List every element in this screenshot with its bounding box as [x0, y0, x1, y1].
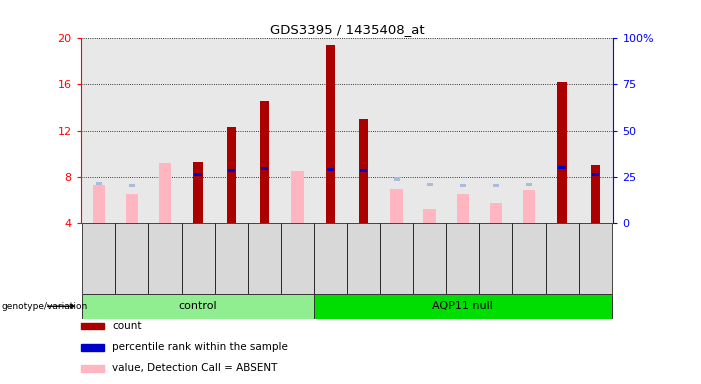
Bar: [193, 162, 203, 223]
FancyBboxPatch shape: [314, 223, 347, 294]
Bar: [592, 173, 599, 176]
Bar: [456, 194, 469, 223]
FancyBboxPatch shape: [247, 223, 281, 294]
FancyBboxPatch shape: [578, 223, 612, 294]
Bar: [158, 163, 171, 223]
Bar: [423, 209, 436, 223]
FancyBboxPatch shape: [413, 223, 447, 294]
FancyBboxPatch shape: [182, 223, 215, 294]
Text: value, Detection Call = ABSENT: value, Detection Call = ABSENT: [112, 363, 278, 373]
Bar: [93, 185, 105, 223]
Bar: [226, 127, 236, 223]
FancyBboxPatch shape: [380, 223, 413, 294]
Bar: [427, 183, 433, 186]
FancyBboxPatch shape: [281, 223, 314, 294]
FancyBboxPatch shape: [116, 223, 149, 294]
Bar: [493, 184, 499, 187]
Bar: [390, 189, 403, 223]
Bar: [523, 190, 536, 223]
Bar: [360, 169, 367, 172]
FancyBboxPatch shape: [479, 223, 512, 294]
FancyBboxPatch shape: [512, 223, 545, 294]
Bar: [590, 165, 600, 223]
Bar: [82, 294, 314, 319]
FancyBboxPatch shape: [215, 223, 247, 294]
Bar: [259, 101, 269, 223]
Text: AQP11 null: AQP11 null: [433, 301, 494, 311]
Bar: [559, 166, 566, 169]
Bar: [96, 182, 102, 185]
FancyBboxPatch shape: [149, 223, 182, 294]
Bar: [526, 183, 532, 186]
Bar: [314, 294, 612, 319]
Text: control: control: [179, 301, 217, 311]
Bar: [394, 177, 400, 180]
Bar: [557, 82, 566, 223]
Title: GDS3395 / 1435408_at: GDS3395 / 1435408_at: [270, 23, 424, 36]
Bar: [359, 119, 368, 223]
Bar: [261, 167, 268, 170]
Text: count: count: [112, 321, 142, 331]
FancyBboxPatch shape: [447, 223, 479, 294]
Text: genotype/variation: genotype/variation: [1, 302, 88, 311]
Bar: [327, 168, 334, 171]
Bar: [194, 173, 202, 176]
FancyBboxPatch shape: [82, 223, 116, 294]
Bar: [460, 184, 465, 187]
FancyBboxPatch shape: [545, 223, 578, 294]
FancyBboxPatch shape: [347, 223, 380, 294]
Bar: [129, 184, 135, 187]
Text: percentile rank within the sample: percentile rank within the sample: [112, 342, 288, 352]
Bar: [125, 194, 138, 223]
Bar: [228, 169, 235, 172]
Bar: [291, 171, 304, 223]
Bar: [489, 203, 502, 223]
Bar: [326, 45, 335, 223]
